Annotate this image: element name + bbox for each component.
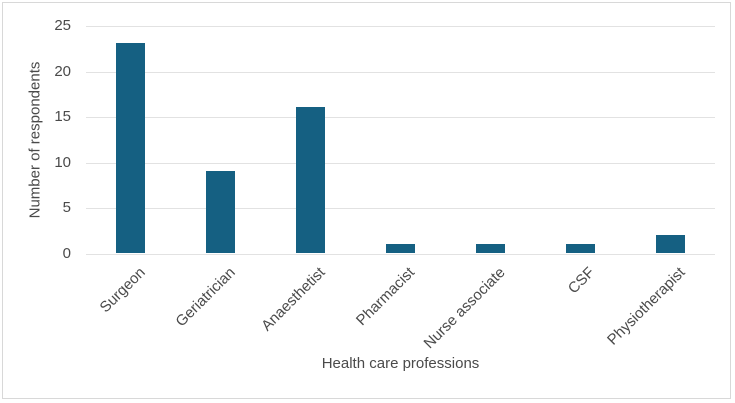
category-label-anaesthetist: Anaesthetist [258,264,329,335]
y-tick-label-15: 15 [54,108,71,126]
gridline-y-5 [86,208,715,210]
bar-nurse-associate [475,243,505,253]
bar-csf [565,243,595,253]
x-axis-title: Health care professions [321,355,480,372]
y-axis-title: Number of respondents [26,61,44,219]
gridline-y-10 [86,162,715,164]
category-label-csf: CSF [565,264,599,298]
y-tick-label-0: 0 [62,245,71,262]
bar-physiotherapist [655,234,685,253]
bar-surgeon [116,43,146,253]
y-tick-label-10: 10 [54,153,71,171]
gridline-y-20 [86,71,715,73]
category-label-pharmacist: Pharmacist [353,264,419,330]
category-label-surgeon: Surgeon [96,264,149,317]
chart-frame: Number of respondents Health care profes… [2,2,731,399]
bar-anaesthetist [296,107,326,253]
y-tick-label-25: 25 [54,17,71,34]
plot-area [86,26,715,255]
bar-geriatrician [206,170,236,253]
gridline-y-0 [86,254,715,255]
gridline-y-25 [86,26,715,27]
gridline-y-15 [86,117,715,119]
bar-pharmacist [386,243,415,253]
y-tick-label-20: 20 [54,62,71,80]
category-label-geriatrician: Geriatrician [172,264,239,331]
category-label-physiotherapist: Physiotherapist [603,264,689,349]
category-label-nurse-associate: Nurse associate [420,264,509,353]
y-tick-label-5: 5 [62,199,71,217]
